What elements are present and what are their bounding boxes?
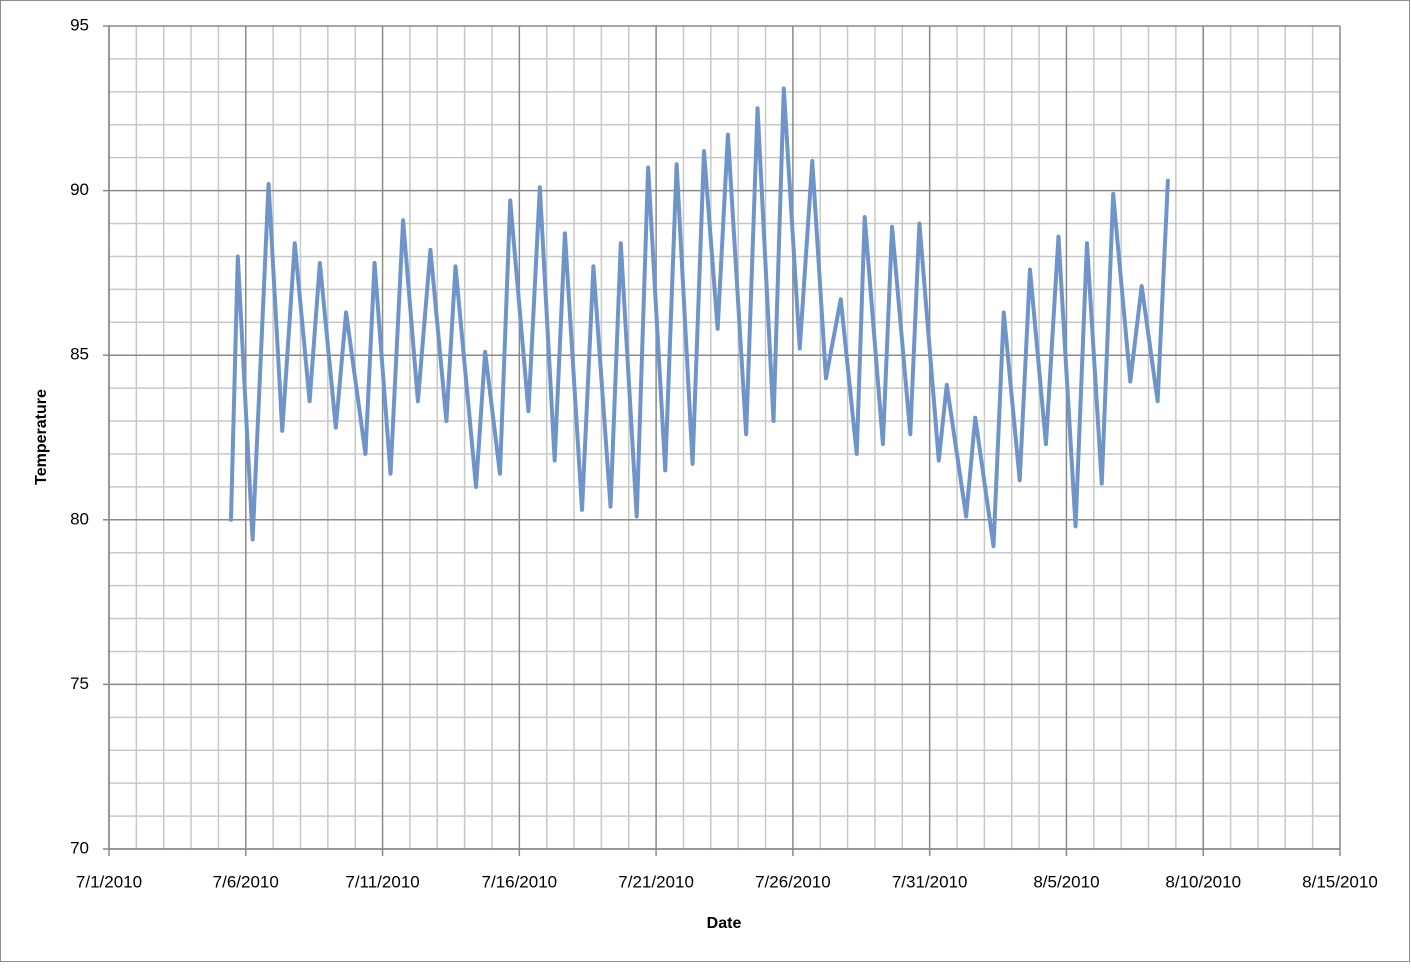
y-tick-label: 80 — [70, 509, 89, 528]
x-tick-label: 8/10/2010 — [1165, 872, 1241, 891]
x-tick-label: 7/31/2010 — [892, 872, 968, 891]
y-tick-label: 90 — [70, 180, 89, 199]
x-tick-label: 7/1/2010 — [76, 872, 142, 891]
x-tick-label: 7/16/2010 — [482, 872, 558, 891]
grid — [108, 25, 1341, 850]
y-axis-title: Temperature — [33, 389, 50, 485]
y-tick-label: 75 — [70, 674, 89, 693]
x-tick-label: 8/5/2010 — [1033, 872, 1099, 891]
x-tick-label: 7/6/2010 — [213, 872, 279, 891]
x-tick-label: 7/21/2010 — [618, 872, 694, 891]
y-tick-label: 70 — [70, 838, 89, 857]
plot-area — [228, 86, 1170, 549]
x-axis-title: Date — [707, 915, 742, 932]
x-tick-label: 8/15/2010 — [1302, 872, 1378, 891]
y-tick-label: 95 — [70, 15, 89, 34]
data-line — [228, 86, 1170, 549]
y-tick-label: 85 — [70, 345, 89, 364]
x-tick-label: 7/11/2010 — [345, 872, 419, 891]
x-tick-label: 7/26/2010 — [755, 872, 831, 891]
